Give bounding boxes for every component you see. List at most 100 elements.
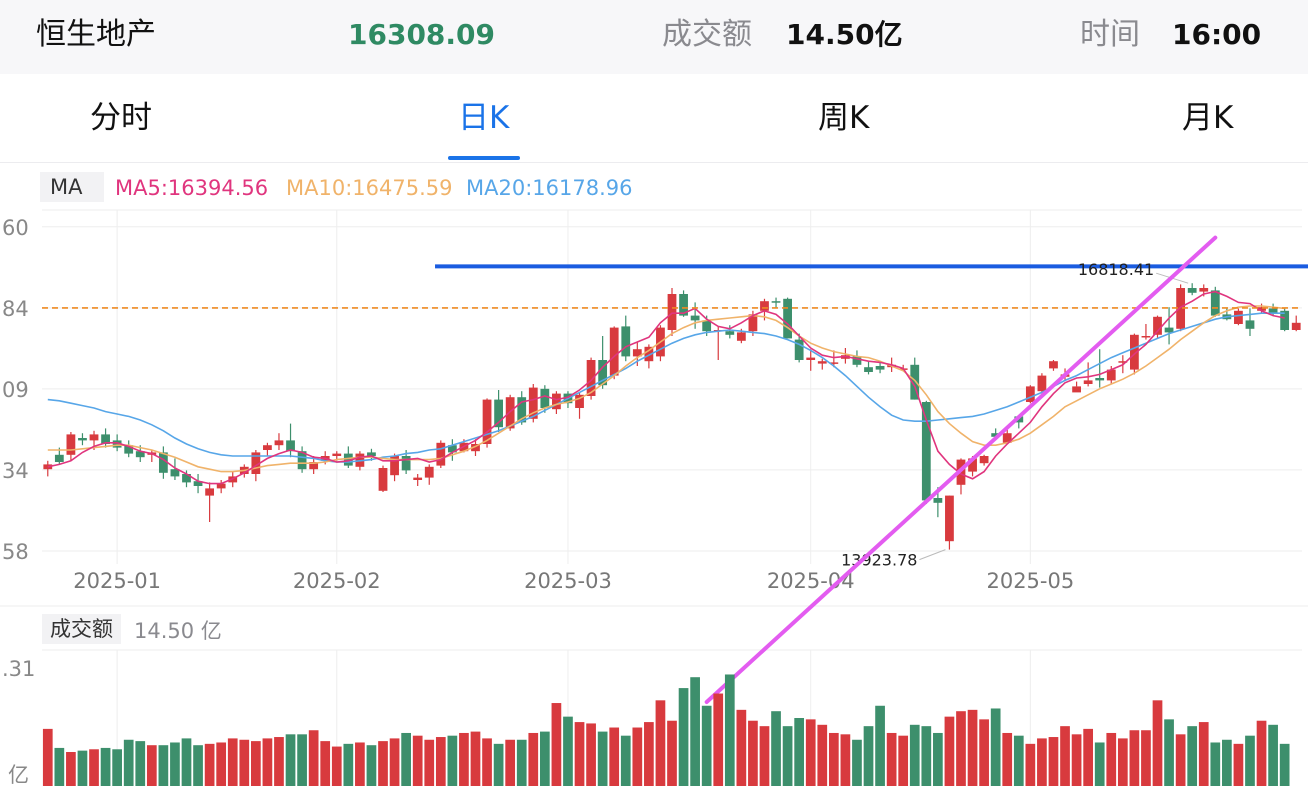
- volume-bar: [563, 716, 573, 786]
- volume-bar: [886, 732, 897, 786]
- volume-bar: [794, 718, 805, 786]
- candle-body: [517, 397, 527, 423]
- candle-body: [297, 451, 307, 470]
- y-tick-label: 60: [2, 216, 29, 240]
- candle-body: [43, 464, 53, 470]
- volume-indicator-selector[interactable]: 成交额: [42, 614, 121, 644]
- volume-legend: 成交额 14.50 亿: [0, 612, 400, 646]
- volume-bar: [771, 711, 781, 786]
- y-tick-label: 34: [2, 459, 29, 483]
- volume-bar: [112, 749, 122, 786]
- candle-body: [1280, 310, 1290, 330]
- volume-bar: [227, 738, 238, 786]
- candle-body: [390, 456, 399, 476]
- candle-body: [135, 451, 145, 458]
- volume-bar: [644, 722, 654, 786]
- volume-bar: [389, 738, 400, 786]
- volume-bar: [667, 720, 677, 786]
- volume-bar: [331, 746, 342, 786]
- volume-bar: [505, 739, 516, 786]
- candle-body: [933, 498, 943, 503]
- candle-body: [505, 397, 515, 429]
- tab-daily-k[interactable]: 日K: [458, 100, 510, 136]
- volume-bar: [470, 731, 481, 786]
- x-tick-label: 2025-02: [293, 569, 381, 593]
- candle-body: [690, 315, 700, 321]
- volume-bar: [909, 724, 920, 786]
- candle-body: [170, 469, 180, 477]
- volume-bar: [1187, 726, 1198, 786]
- volume-bar: [401, 732, 411, 786]
- candle-body: [1176, 288, 1186, 329]
- volume-bar: [181, 738, 192, 786]
- candle-body: [1025, 386, 1035, 402]
- volume-bar: [574, 722, 585, 786]
- candle-body: [482, 399, 492, 444]
- volume-bar: [1141, 730, 1151, 786]
- volume-bar: [979, 719, 989, 786]
- candle-body: [864, 367, 873, 372]
- candle-body: [1187, 288, 1197, 293]
- volume-bar: [1094, 742, 1105, 786]
- candle-body: [679, 294, 688, 316]
- time-value: 16:00: [1172, 18, 1262, 51]
- quote-header: 恒生地产 16308.09 成交额 14.50亿 时间 16:00: [0, 0, 1308, 74]
- volume-bar: [447, 735, 458, 786]
- volume-axis-unit-label: 亿: [8, 763, 29, 787]
- tab-weekly-k[interactable]: 周K: [818, 100, 870, 136]
- candle-body: [471, 444, 480, 452]
- candle-body: [945, 495, 954, 542]
- candle-body: [274, 440, 284, 446]
- candle-body: [158, 452, 168, 473]
- candle-body: [829, 362, 839, 364]
- volume-bar: [1013, 735, 1024, 786]
- volume-bar: [424, 739, 435, 786]
- candle-body: [193, 481, 203, 486]
- volume-bar: [42, 728, 53, 786]
- tab-intraday[interactable]: 分时: [90, 100, 152, 136]
- candle-body: [794, 339, 804, 360]
- volume-bar: [724, 674, 735, 786]
- ma10-line: [47, 305, 1285, 473]
- candle-body: [263, 445, 272, 450]
- volume-bar: [620, 735, 631, 786]
- tab-monthly-k[interactable]: 月K: [1182, 100, 1234, 136]
- candle-body: [979, 456, 989, 464]
- candle-body: [1245, 320, 1255, 329]
- candle-body: [852, 356, 862, 365]
- volume-bar: [840, 734, 851, 786]
- volume-bar: [123, 739, 134, 786]
- volume-bar: [146, 745, 157, 786]
- candle-body: [413, 477, 423, 480]
- candle-body: [78, 438, 87, 441]
- volume-bar: [1071, 734, 1082, 786]
- candle-body: [494, 399, 503, 428]
- volume-bar: [482, 738, 492, 786]
- volume-bar: [366, 745, 377, 786]
- candle-body: [644, 346, 654, 362]
- volume-bar: [1129, 730, 1140, 786]
- candle-body: [1083, 380, 1093, 384]
- ma-selector[interactable]: MA: [40, 172, 104, 202]
- volume-bar: [308, 730, 319, 786]
- candle-body: [378, 468, 388, 491]
- volume-bar: [343, 743, 354, 786]
- volume-bar: [77, 750, 88, 786]
- volume-bar: [597, 731, 608, 786]
- volume-bar: [782, 726, 793, 786]
- volume-bar: [1245, 735, 1255, 786]
- candle-body: [447, 445, 457, 453]
- volume-bar: [655, 700, 666, 786]
- volume-bar: [990, 708, 1001, 786]
- candle-body: [1118, 361, 1128, 363]
- candle-body: [1153, 316, 1162, 335]
- candle-body: [401, 456, 411, 471]
- volume-bar: [250, 741, 261, 786]
- candle-body: [1002, 433, 1012, 443]
- candle-body: [1164, 327, 1174, 333]
- volume-bar: [1210, 742, 1221, 786]
- min-label-leader: [919, 549, 946, 561]
- candle-body: [436, 442, 446, 466]
- candle-body: [621, 326, 631, 357]
